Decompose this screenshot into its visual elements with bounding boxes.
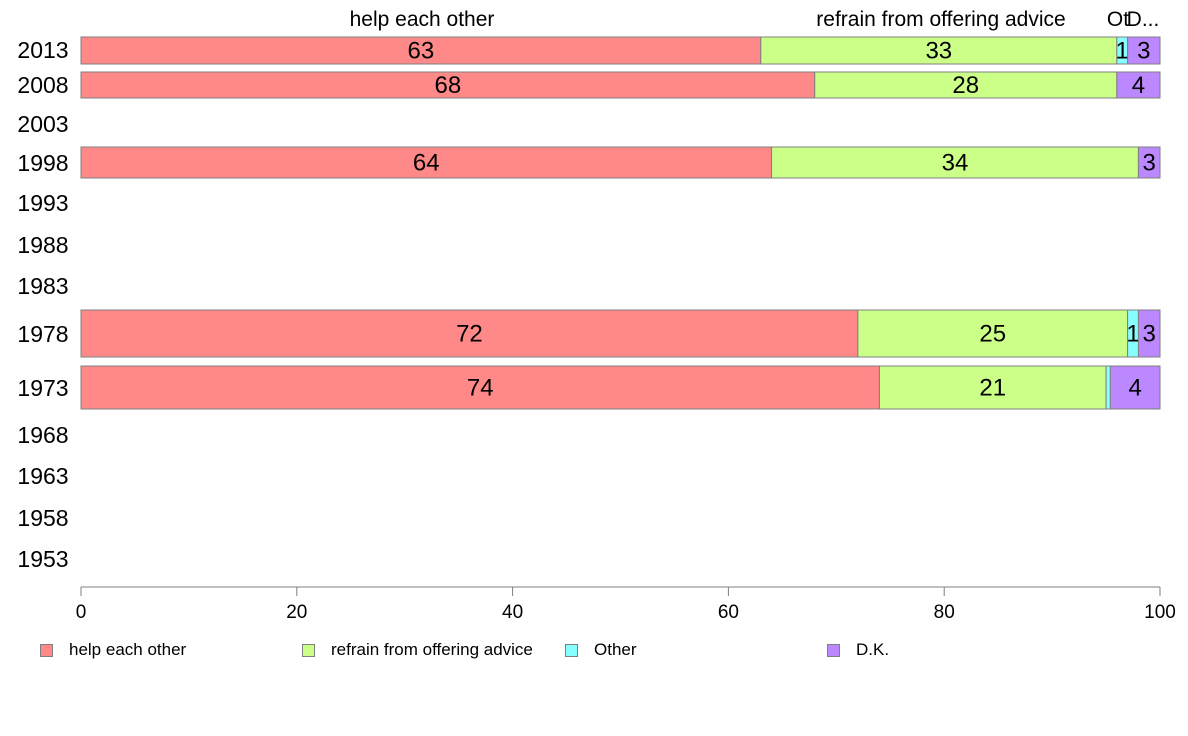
y-tick-label: 1988 [17, 232, 68, 258]
y-tick-label: 2003 [17, 111, 68, 137]
y-tick-label: 1983 [17, 273, 68, 299]
x-tick-label: 100 [1144, 602, 1176, 623]
bar-segment [1105, 365, 1111, 410]
data-label: 34 [942, 150, 969, 177]
legend-swatch [565, 643, 578, 657]
bar-segment [1137, 309, 1161, 358]
bar-segment [760, 36, 1118, 65]
x-tick-label: 20 [286, 602, 307, 623]
y-tick-label: 2008 [17, 72, 68, 98]
bar-segment [771, 146, 1139, 179]
y-tick-label: 1953 [17, 546, 68, 572]
y-tick-label: 1958 [17, 505, 68, 531]
legend-swatch [40, 643, 53, 657]
y-tick-label: 1963 [17, 463, 68, 489]
y-axis-labels: 2013 2008 2003 1998 1993 1988 1983 1978 1973 1968… [17, 37, 68, 572]
legend-item-refrain: refrain from offering advice [302, 638, 533, 662]
legend: help each other refrain from offering ad… [0, 638, 1188, 662]
data-label: 74 [467, 375, 494, 402]
bar-segment [80, 309, 859, 358]
bar-segment [1127, 36, 1161, 65]
column-header: refrain from offering advice [816, 8, 1065, 31]
column-headers: help each other refrain from offering adv… [350, 8, 1160, 31]
data-label: 25 [979, 321, 1006, 348]
legend-label: help each other [69, 640, 187, 659]
bar-segment [80, 365, 880, 410]
data-label: 28 [952, 72, 979, 99]
data-label: 64 [413, 150, 440, 177]
legend-label: D.K. [856, 640, 890, 659]
data-label: 4 [1132, 72, 1145, 99]
data-label: 72 [456, 321, 483, 348]
bar-segment [814, 71, 1118, 99]
y-tick-label: 1998 [17, 150, 68, 176]
bar-segment [857, 309, 1129, 358]
legend-swatch [827, 643, 840, 657]
data-label: 3 [1143, 150, 1156, 177]
bar-segment [1137, 146, 1161, 179]
column-header: D... [1127, 8, 1160, 31]
y-tick-label: 2013 [17, 37, 68, 63]
bar-segment [1109, 365, 1161, 410]
data-label: 21 [979, 375, 1006, 402]
data-label: 1 [1126, 321, 1139, 348]
x-tick-label: 40 [502, 602, 523, 623]
data-label: 63 [408, 38, 435, 65]
x-tick-label: 80 [934, 602, 955, 623]
legend-swatch [302, 643, 315, 657]
data-label: 33 [925, 38, 952, 65]
y-tick-label: 1968 [17, 422, 68, 448]
bar-segment [878, 365, 1107, 410]
bar-segment [80, 71, 816, 99]
bar-segment [80, 146, 773, 179]
legend-label: refrain from offering advice [331, 640, 533, 659]
bar-segment [1116, 71, 1161, 99]
legend-label: Other [594, 640, 637, 659]
x-axis: 0 20 40 60 80 100 [76, 586, 1176, 623]
y-tick-label: 1973 [17, 375, 68, 401]
x-tick-label: 0 [76, 602, 87, 623]
data-label: 4 [1129, 375, 1142, 402]
data-label: 3 [1143, 321, 1156, 348]
data-label: 3 [1137, 38, 1150, 65]
legend-item-other: Other [565, 638, 637, 662]
column-header: Ot [1107, 8, 1129, 31]
legend-item-help-each-other: help each other [40, 638, 186, 662]
bars: 63 33 1 368 28 464 34 372 25 1 374 21 4 [80, 36, 1161, 410]
column-header: help each other [350, 8, 495, 31]
legend-item-dk: D.K. [827, 638, 889, 662]
data-label: 1 [1116, 38, 1129, 65]
x-tick-label: 60 [718, 602, 739, 623]
y-tick-label: 1993 [17, 190, 68, 216]
y-tick-label: 1978 [17, 321, 68, 347]
data-label: 68 [435, 72, 462, 99]
